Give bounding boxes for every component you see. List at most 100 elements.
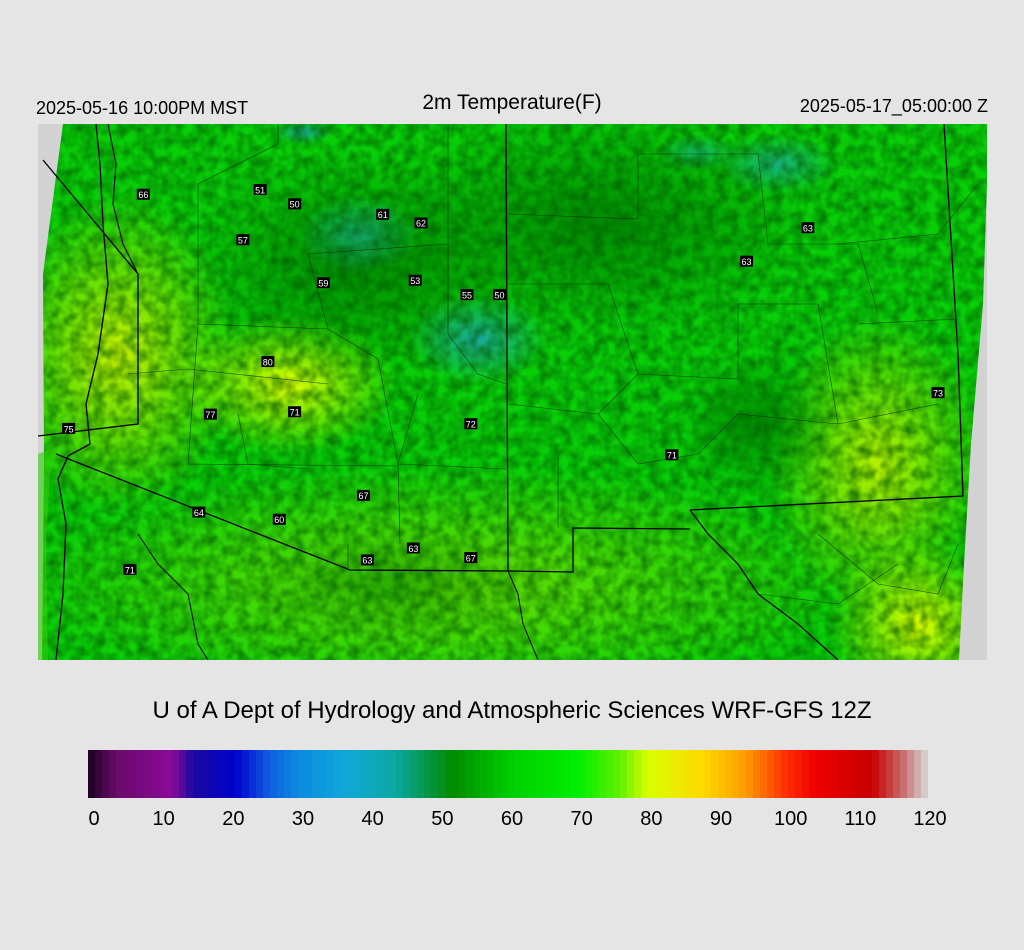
colorbar-segment: [326, 750, 334, 798]
colorbar-segment: [886, 750, 894, 798]
colorbar-segment: [193, 750, 201, 798]
station-label-box: [62, 422, 76, 434]
station-temp-label: 50: [493, 289, 507, 300]
state-border: [505, 124, 509, 572]
station-label-box: [236, 234, 250, 246]
station-temp-label: 63: [406, 542, 420, 554]
colorbar-segment: [599, 750, 607, 798]
colorbar-segment: [844, 750, 852, 798]
no-data-area: [38, 124, 63, 660]
station-temp-value: 75: [64, 424, 74, 434]
colorbar-segment: [613, 750, 621, 798]
colorbar-segment: [151, 750, 159, 798]
colorbar-segment: [214, 750, 222, 798]
colorbar-segment: [256, 750, 264, 798]
station-temp-label: 63: [740, 255, 754, 267]
station-temp-label: 55: [460, 289, 474, 301]
county-border: [197, 124, 279, 185]
colorbar-segment: [536, 750, 544, 798]
station-temp-label: 51: [253, 183, 267, 195]
colorbar: [88, 750, 928, 798]
colorbar-segment: [165, 750, 173, 798]
colorbar-segment: [186, 750, 194, 798]
colorbar-segment: [620, 750, 628, 798]
station-labels: 66 51 50 61 62 57 59 53 55 50 80 77 71 75 72 71 67 64 60 63…: [62, 183, 945, 575]
colorbar-segment: [116, 750, 124, 798]
colorbar-segment: [368, 750, 376, 798]
station-temp-label: 80: [261, 356, 275, 367]
station-temp-label: 71: [123, 563, 137, 575]
colorbar-segment: [130, 750, 138, 798]
county-border: [837, 183, 979, 245]
colorbar-segment: [102, 750, 110, 798]
colorbar-segment: [627, 750, 635, 798]
colorbar-segment: [739, 750, 747, 798]
colorbar-segment: [830, 750, 838, 798]
colorbar-segment: [445, 750, 453, 798]
colorbar-segment: [144, 750, 152, 798]
state-border: [507, 527, 691, 573]
colorbar-segment: [221, 750, 229, 798]
station-label-box: [460, 289, 474, 301]
colorbar-tick-label: 110: [844, 808, 877, 830]
station-label-box: [464, 552, 478, 564]
station-temp-label: 77: [203, 408, 217, 420]
station-temp-label: 67: [464, 552, 478, 564]
colorbar-segment: [641, 750, 649, 798]
county-border: [397, 393, 419, 545]
colorbar-segment: [697, 750, 705, 798]
no-data-area: [959, 124, 987, 660]
colorbar-segment: [88, 750, 96, 798]
colorbar-segment: [396, 750, 404, 798]
colorbar-segment: [718, 750, 726, 798]
colorbar-segment: [305, 750, 313, 798]
station-temp-value: 77: [205, 410, 215, 420]
colorbar-segment: [578, 750, 586, 798]
station-temp-value: 50: [290, 200, 300, 210]
colorbar-segment: [571, 750, 579, 798]
colorbar-segment: [522, 750, 530, 798]
station-temp-value: 60: [274, 515, 284, 525]
credit-label: U of A Dept of Hydrology and Atmospheric…: [152, 697, 872, 724]
colorbar-tick-label: 90: [709, 808, 733, 830]
station-temp-value: 67: [466, 553, 476, 563]
colorbar-segment: [795, 750, 803, 798]
colorbar-segment: [760, 750, 768, 798]
station-temp-label: 63: [801, 222, 815, 234]
station-temp-value: 71: [125, 565, 135, 575]
colorbar-segment: [417, 750, 425, 798]
map-title: 2m Temperature(F): [422, 91, 602, 114]
colorbar-segment: [669, 750, 677, 798]
colorbar-segment: [438, 750, 446, 798]
colorbar-segment: [557, 750, 565, 798]
state-border: [55, 453, 509, 572]
river: [107, 124, 139, 275]
station-temp-value: 53: [410, 276, 420, 286]
colorbar-segment: [725, 750, 733, 798]
station-label-box: [288, 406, 302, 418]
colorbar-tick-label: 120: [913, 808, 947, 830]
station-label-box: [931, 387, 945, 399]
county-border: [447, 124, 507, 385]
station-temp-label: 73: [931, 387, 945, 399]
colorbar-segment: [879, 750, 887, 798]
river: [507, 570, 539, 660]
colorbar-segment: [403, 750, 411, 798]
colorbar-segment: [781, 750, 789, 798]
colorbar-tick-label: 20: [222, 808, 245, 830]
colorbar-segment: [424, 750, 432, 798]
colorbar-segment: [921, 750, 928, 798]
station-label-box: [408, 274, 422, 286]
colorbar-tick-label: 40: [361, 808, 384, 830]
county-border: [597, 403, 939, 465]
colorbar-segment: [914, 750, 922, 798]
colorbar-segment: [319, 750, 327, 798]
colorbar-segment: [235, 750, 243, 798]
county-border: [757, 563, 899, 605]
colorbar-segment: [753, 750, 761, 798]
colorbar-segment: [648, 750, 656, 798]
county-border: [127, 368, 329, 385]
station-label-box: [203, 408, 217, 420]
colorbar-segment: [823, 750, 831, 798]
station-temp-label: 67: [357, 489, 371, 501]
